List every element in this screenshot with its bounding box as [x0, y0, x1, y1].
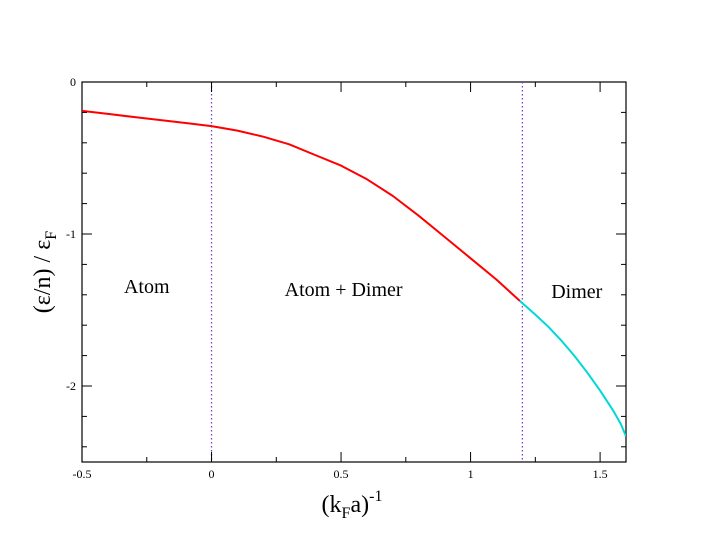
y-tick-label: -1	[66, 227, 76, 241]
x-tick-label: 0	[209, 467, 215, 481]
x-tick-label: 1	[468, 467, 474, 481]
y-tick-label: -2	[66, 379, 76, 393]
region-label: Atom + Dimer	[285, 279, 403, 301]
series-line-1	[519, 300, 626, 437]
x-tick-label: -0.5	[73, 467, 92, 481]
x-axis-title: (kFa)-1	[322, 488, 383, 522]
region-label: Atom	[124, 276, 170, 298]
y-tick-label: 0	[70, 75, 76, 89]
region-label: Dimer	[551, 281, 602, 303]
x-tick-label: 1.5	[593, 467, 608, 481]
series-line-0	[82, 109, 521, 302]
y-axis-title: (ε/n) / εF	[30, 231, 60, 313]
x-tick-label: 0.5	[334, 467, 349, 481]
plot-frame	[81, 81, 627, 463]
